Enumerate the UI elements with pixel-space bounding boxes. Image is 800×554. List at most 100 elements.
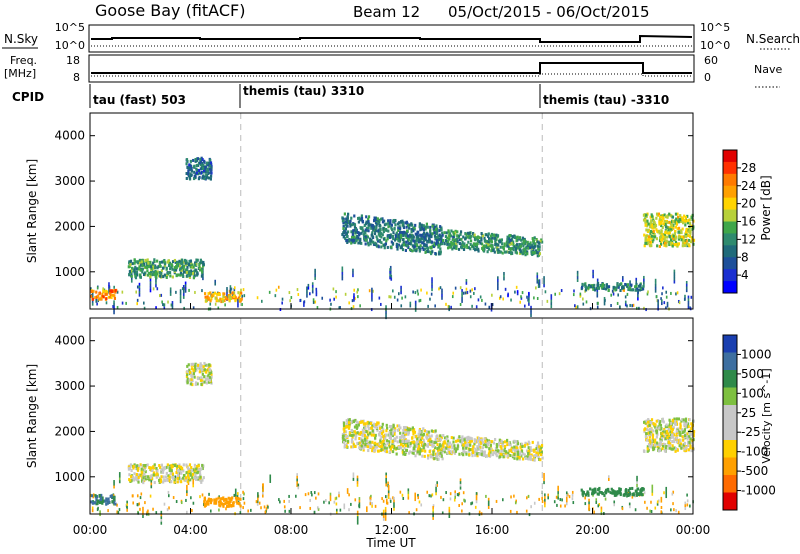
power-data-cell [507,244,510,248]
power-data-cell [642,213,646,217]
velocity-data-cell [605,488,608,492]
velocity-data-cell [344,437,347,441]
power-data-cell [450,243,453,247]
power-data-cell [664,241,667,245]
power-data-cell [144,271,147,275]
power-data-cell [531,246,534,250]
velocity-noise-cell [441,511,444,515]
velocity-streak-cell [454,490,456,494]
power-data-cell [202,262,205,266]
velocity-data-cell [440,454,443,458]
power-data-cell [645,213,648,217]
velocity-data-cell [164,475,168,479]
power-data-cell [112,293,115,297]
velocity-data-cell [420,429,423,433]
power-data-cell [464,232,467,236]
velocity-data-cell [385,446,388,450]
power-data-cell [144,265,147,269]
velocity-data-cell [403,436,406,440]
power-streak-cell [315,293,318,297]
power-data-cell [367,226,370,230]
velocity-data-cell [402,433,405,437]
velocity-data-cell [360,437,363,441]
power-data-cell [404,248,407,252]
velocity-data-cell [354,444,357,448]
power-data-cell [614,288,617,292]
power-noise-cell [243,294,246,298]
power-data-cell [378,218,381,222]
velocity-streak-cell [448,509,451,513]
power-streak-cell [409,304,412,308]
power-streak-cell [184,289,187,293]
power-streak-cell [95,299,98,303]
power-data-cell [162,275,165,279]
power-data-cell [670,227,673,231]
power-data-cell [450,229,453,233]
power-noise-cell [622,288,625,292]
power-streak-cell [497,284,499,288]
power-noise-cell [183,306,185,310]
power-data-cell [91,297,95,301]
power-streak-cell [138,290,141,294]
power-data-cell [438,229,441,233]
velocity-streak-cell [384,509,387,513]
power-streak-cell [179,291,182,295]
velocity-streak-cell [346,488,349,492]
power-streak-cell [352,274,354,278]
power-data-cell [651,214,654,218]
velocity-data-cell [144,475,147,479]
velocity-data-cell [170,480,173,484]
power-data-cell [458,238,461,242]
velocity-noise-cell [657,499,660,503]
velocity-data-cell [435,435,439,439]
power-data-cell [383,223,387,227]
power-data-cell [680,229,683,233]
velocity-data-cell [96,499,99,503]
velocity-data-cell [440,436,443,440]
power-data-cell [664,239,667,243]
velocity-noise-cell [381,497,383,501]
power-data-cell [684,219,688,223]
velocity-data-cell [607,489,610,493]
velocity-data-cell [380,448,383,452]
power-data-cell [209,158,212,162]
power-data-cell [519,248,522,252]
velocity-streak-cell [385,472,387,476]
velocity-streak-cell [297,486,300,490]
power-data-cell [522,251,526,255]
power-data-cell [531,252,534,256]
velocity-data-cell [135,467,138,471]
velocity-data-cell [224,497,228,501]
power-noise-cell [481,298,483,302]
velocity-data-cell [168,464,171,468]
power-noise-cell [330,302,332,306]
velocity-data-cell [395,435,398,439]
velocity-data-cell [378,425,381,429]
power-noise-cell [357,295,359,299]
velocity-noise-cell [175,500,178,504]
velocity-data-cell [399,431,402,435]
power-data-cell [514,250,517,254]
velocity-data-cell [520,449,524,453]
power-streak-cell [385,305,387,309]
power-noise-cell [339,306,341,310]
velocity-data-cell [170,466,173,470]
velocity-data-cell [185,374,189,378]
power-data-cell [378,240,381,244]
velocity-data-cell [360,442,364,446]
power-data-cell [176,260,179,264]
velocity-data-cell [520,442,523,446]
velocity-streak-cell [547,496,549,500]
velocity-noise-cell [295,494,297,498]
power-data-cell [649,225,652,229]
power-data-cell [346,240,349,244]
power-data-cell [662,222,665,226]
velocity-data-cell [368,431,372,435]
power-streak-cell [182,295,185,299]
velocity-data-cell [230,498,233,502]
velocity-data-cell [202,365,205,369]
power-data-cell [417,245,420,249]
power-data-cell [175,266,178,270]
velocity-data-cell [355,420,358,424]
power-data-cell [210,297,213,301]
